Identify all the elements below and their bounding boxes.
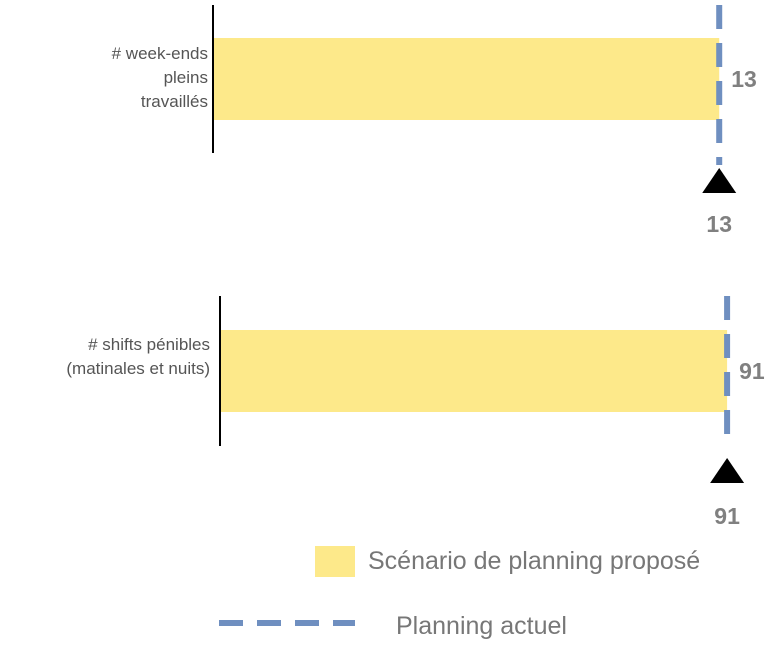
- legend-label-proposed: Scénario de planning proposé: [368, 547, 701, 575]
- legend-label-current: Planning actuel: [396, 612, 567, 640]
- category-label-line: # week-ends: [111, 44, 208, 63]
- reference-marker-shifts: [710, 458, 745, 483]
- category-label-shifts: # shifts pénibles (matinales et nuits): [66, 333, 210, 381]
- category-label-line: pleins: [163, 68, 208, 87]
- chart-panel-shifts: 91 91: [219, 296, 765, 529]
- reference-value-label-shifts: 91: [714, 503, 740, 529]
- reference-value-label-weekends: 13: [706, 211, 732, 237]
- category-label-line: (matinales et nuits): [66, 359, 210, 378]
- bar-value-label-weekends: 13: [731, 66, 757, 92]
- category-label-line: travaillés: [140, 92, 208, 111]
- category-label-weekends: # week-ends pleins travaillés: [112, 42, 208, 114]
- bar-shifts: [220, 330, 728, 412]
- legend: [219, 546, 355, 626]
- legend-swatch-bar: [315, 546, 355, 577]
- category-label-line: # shifts pénibles: [88, 335, 210, 354]
- reference-marker-weekends: [702, 168, 737, 193]
- bar-value-label-shifts: 91: [739, 358, 765, 384]
- chart-panel-weekends: 13 13: [212, 5, 757, 237]
- bar-weekends: [213, 38, 720, 120]
